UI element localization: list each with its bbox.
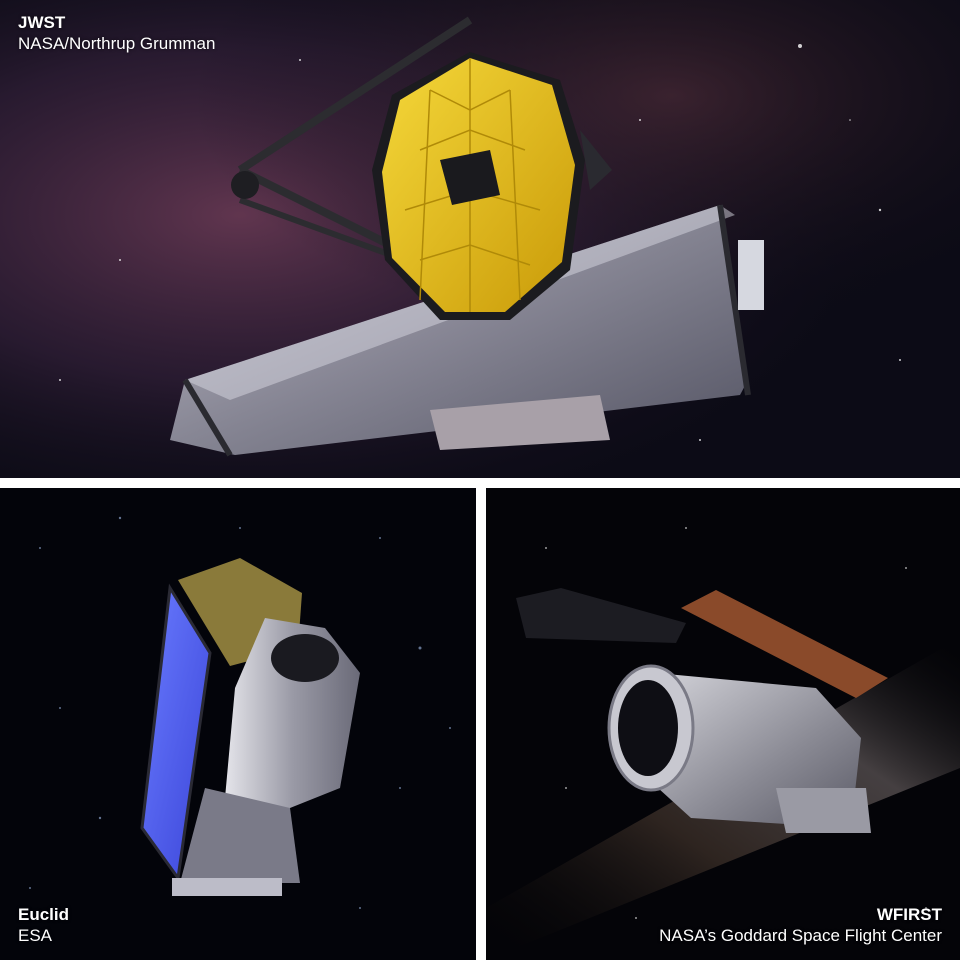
wfirst-image — [486, 488, 960, 960]
jwst-credit: NASA/Northrup Grumman — [18, 34, 216, 54]
service-module — [180, 788, 300, 883]
euclid-panel: Euclid ESA — [0, 488, 476, 960]
euclid-credit: ESA — [18, 925, 53, 945]
spacecraft-bus — [430, 395, 610, 450]
euclid-image — [0, 488, 476, 960]
wfirst-panel: WFIRST NASA’s Goddard Space Flight Cente… — [486, 488, 960, 960]
instrument-module — [776, 788, 871, 833]
stars — [29, 516, 451, 909]
radiator — [738, 240, 764, 310]
stars — [59, 44, 901, 441]
deployable-panel — [516, 588, 686, 643]
secondary-mirror-assembly — [440, 150, 500, 205]
jwst-caption: JWST NASA/Northrup Grumman — [18, 12, 215, 55]
jwst-title: JWST — [18, 13, 66, 32]
telescope-aperture — [271, 634, 339, 682]
jwst-panel: JWST NASA/Northrup Grumman — [0, 0, 960, 478]
secondary-mirror-strut — [237, 16, 473, 174]
mirror-segments — [404, 58, 541, 312]
telescope-aperture — [618, 680, 678, 776]
sunshade — [681, 590, 888, 698]
wfirst-title: WFIRST — [876, 904, 942, 924]
euclid-caption: Euclid ESA — [18, 904, 69, 947]
sunshield — [170, 205, 748, 455]
stars — [545, 527, 927, 919]
wfirst-caption: WFIRST NASA’s Goddard Space Flight Cente… — [659, 904, 942, 947]
jwst-image — [0, 0, 960, 478]
wfirst-credit: NASA’s Goddard Space Flight Center — [659, 925, 942, 945]
euclid-title: Euclid — [18, 904, 70, 924]
